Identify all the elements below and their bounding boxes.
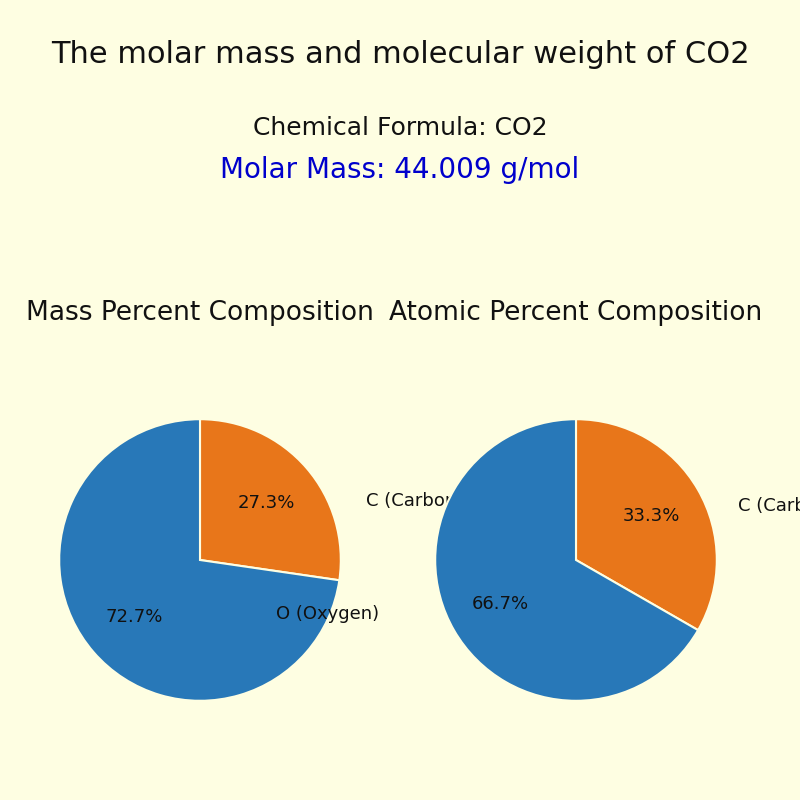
Wedge shape (200, 419, 341, 580)
Text: The molar mass and molecular weight of CO2: The molar mass and molecular weight of C… (50, 40, 750, 69)
Title: Atomic Percent Composition: Atomic Percent Composition (390, 299, 762, 326)
Text: C (Carbon): C (Carbon) (738, 498, 800, 515)
Title: Mass Percent Composition: Mass Percent Composition (26, 299, 374, 326)
Text: 33.3%: 33.3% (623, 507, 680, 526)
Text: Molar Mass: 44.009 g/mol: Molar Mass: 44.009 g/mol (220, 156, 580, 184)
Text: 72.7%: 72.7% (106, 608, 162, 626)
Wedge shape (576, 419, 717, 630)
Text: O (Oxygen): O (Oxygen) (276, 605, 379, 622)
Text: Chemical Formula: CO2: Chemical Formula: CO2 (253, 116, 547, 140)
Wedge shape (435, 419, 698, 701)
Text: 66.7%: 66.7% (472, 594, 529, 613)
Text: C (Carbon): C (Carbon) (366, 492, 463, 510)
Wedge shape (59, 419, 339, 701)
Text: 27.3%: 27.3% (238, 494, 294, 512)
